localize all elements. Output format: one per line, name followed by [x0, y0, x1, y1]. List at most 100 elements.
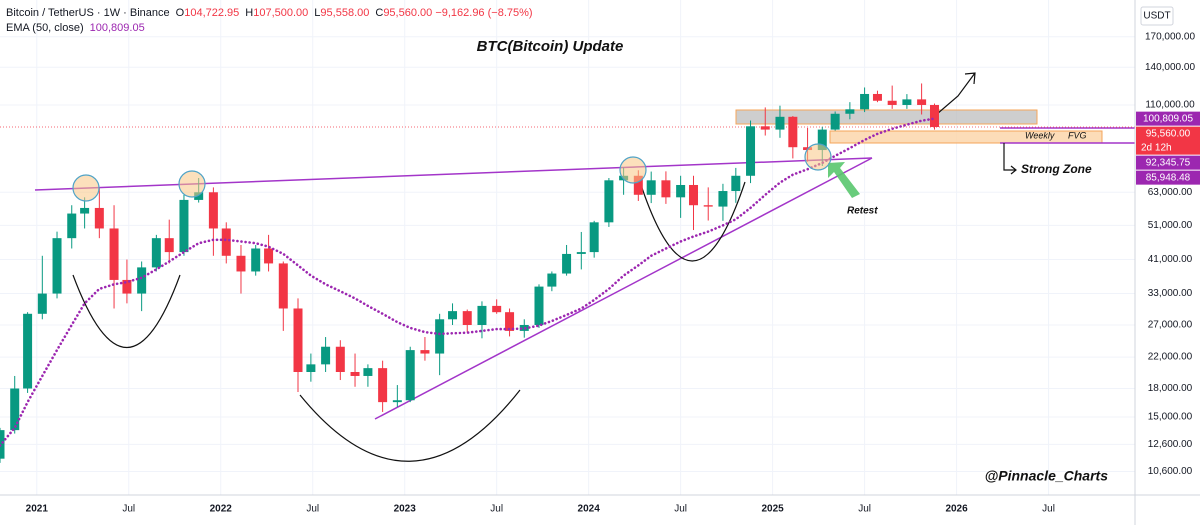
ohlc-value: 95,560.00	[383, 7, 433, 19]
supply-zone	[735, 109, 1038, 125]
y-tick-label: 27,000.00	[1148, 320, 1193, 331]
x-tick-label: 2023	[394, 504, 417, 515]
ema-label: EMA (50, close)	[6, 22, 84, 34]
lower-trendline	[374, 157, 873, 420]
candle-body	[392, 400, 402, 403]
candle-body	[845, 109, 855, 114]
x-tick-label: Jul	[306, 504, 319, 515]
candle-body	[52, 238, 62, 294]
price-tag-label: 95,560.00	[1146, 128, 1191, 139]
fvg-zone	[829, 130, 1103, 144]
candle-body	[788, 116, 798, 148]
arc	[72, 274, 181, 349]
candle-body	[830, 113, 840, 130]
x-tick-label: 2026	[945, 504, 968, 515]
price-tag-label: 85,948.48	[1146, 172, 1191, 183]
candle-body	[689, 184, 699, 206]
candle-body	[929, 104, 939, 128]
y-tick-label: 22,000.00	[1148, 352, 1193, 363]
candle-body	[760, 126, 770, 130]
candle-body	[718, 191, 728, 207]
y-tick-label: 63,000.00	[1148, 187, 1193, 198]
price-tag-label: 92,345.75	[1146, 157, 1191, 168]
x-tick-label: Jul	[858, 504, 871, 515]
y-tick-label: 10,600.00	[1148, 466, 1193, 477]
circle	[804, 143, 832, 171]
candle-body	[10, 388, 20, 431]
candle-body	[576, 252, 586, 254]
candle-body	[872, 93, 882, 101]
y-tick-label: 140,000.00	[1145, 62, 1195, 73]
annotation: FVG	[1068, 130, 1087, 140]
candle-body	[363, 368, 373, 376]
candle-body	[887, 100, 897, 105]
arc	[639, 181, 746, 262]
candle-body	[221, 228, 231, 256]
circle	[178, 170, 206, 198]
y-tick-label: 12,600.00	[1148, 439, 1193, 450]
candle-body	[676, 184, 686, 198]
ema-line	[0, 117, 936, 447]
candle-body	[321, 346, 331, 365]
candle-body	[378, 368, 388, 403]
candle-body	[0, 430, 5, 459]
axes: 10,600.00 12,600.00 15,000.00 18,000.00 22,0…	[26, 31, 1200, 515]
candle-body	[251, 248, 261, 272]
candle-body	[306, 364, 316, 372]
price-tag	[1136, 126, 1200, 155]
candle-body	[917, 99, 927, 105]
arrow	[929, 72, 976, 121]
ohlc-key: O	[175, 7, 185, 19]
candle-body	[775, 116, 785, 130]
price-tag	[1136, 170, 1200, 185]
grid	[0, 0, 1135, 495]
candle-body	[164, 238, 174, 253]
ohlc-key: L	[314, 7, 321, 19]
candle-body	[860, 93, 870, 110]
candle-body	[633, 175, 643, 195]
candle-body	[208, 192, 218, 229]
ohlc-value: 107,500.00	[253, 7, 309, 19]
drawings	[0, 72, 1135, 462]
y-tick-label: 33,000.00	[1148, 288, 1193, 299]
candle-body	[151, 238, 161, 268]
price-tag-label: 100,809.05	[1143, 113, 1193, 124]
candle-body	[902, 99, 912, 105]
ohlc-value: 104,722.95	[184, 7, 240, 19]
annotation: Weekly	[1025, 130, 1055, 140]
candle-body	[604, 180, 614, 223]
y-tick-label: 170,000.00	[1145, 31, 1195, 42]
x-tick-label: Jul	[122, 504, 135, 515]
y-tick-label: 41,000.00	[1148, 254, 1193, 265]
candle-body	[335, 346, 345, 372]
candle-body	[477, 305, 487, 325]
candle-body	[462, 311, 472, 325]
candle-body	[420, 350, 430, 354]
candle-body	[661, 180, 671, 198]
currency: USDT	[1143, 11, 1170, 22]
candle-body	[23, 313, 33, 389]
ohlc-key: C	[375, 7, 384, 19]
header: Bitcoin / TetherUS · 1W · Binance O104,72…	[6, 6, 533, 36]
marks	[0, 83, 939, 463]
ohlc: O104,722.95 H107,500.00 L95,558.00 C95,560.…	[170, 7, 433, 19]
candle-body	[589, 222, 599, 253]
symbol: Bitcoin / TetherUS · 1W · Binance	[6, 7, 170, 19]
candle-body	[646, 180, 656, 195]
x-tick-label: Jul	[490, 504, 503, 515]
x-tick-label: 2022	[210, 504, 233, 515]
candle-body	[405, 350, 415, 401]
change: −9,162.96 (−8.75%)	[435, 7, 533, 19]
upper-trendline	[34, 157, 873, 191]
highlight-circles	[72, 143, 832, 202]
y-tick-label: 51,000.00	[1148, 220, 1193, 231]
x-tick-label: Jul	[1042, 504, 1055, 515]
candle-body	[122, 279, 132, 294]
candle-body	[534, 286, 544, 325]
candle-body	[435, 319, 445, 354]
candle-body	[547, 273, 557, 287]
chart-title: BTC(Bitcoin) Update	[477, 38, 624, 55]
annotation: Retest	[847, 206, 878, 217]
annotation: Strong Zone	[1021, 162, 1092, 176]
x-tick-label: 2025	[761, 504, 784, 515]
